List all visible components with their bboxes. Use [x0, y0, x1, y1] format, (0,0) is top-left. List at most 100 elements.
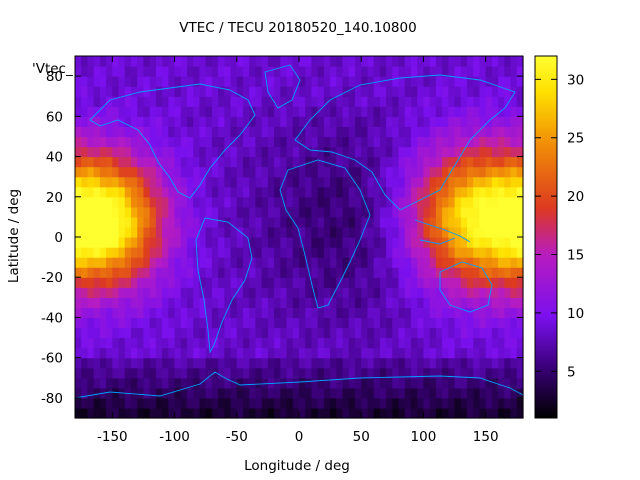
- heatmap-cell: [118, 86, 126, 97]
- heatmap-cell: [479, 96, 487, 107]
- heatmap-cell: [404, 106, 412, 117]
- heatmap-cell: [236, 317, 244, 329]
- heatmap-cell: [305, 166, 313, 178]
- heatmap-cell: [174, 277, 182, 288]
- heatmap-cell: [224, 86, 232, 97]
- heatmap-cell: [299, 186, 306, 198]
- heatmap-cell: [187, 56, 194, 67]
- heatmap-cell: [106, 257, 113, 268]
- heatmap-cell: [485, 297, 493, 308]
- heatmap-cell: [299, 106, 306, 117]
- heatmap-cell: [249, 226, 257, 238]
- heatmap-cell: [106, 206, 113, 218]
- heatmap-cell: [124, 287, 132, 298]
- heatmap-cell: [411, 387, 418, 399]
- heatmap-cell: [286, 267, 294, 278]
- heatmap-cell: [423, 317, 431, 329]
- heatmap-cell: [199, 166, 207, 178]
- heatmap-cell: [379, 86, 387, 97]
- heatmap-cell: [75, 257, 82, 268]
- heatmap-cell: [305, 297, 313, 308]
- heatmap-cell: [75, 377, 82, 389]
- heatmap-cell: [348, 196, 356, 208]
- heatmap-cell: [187, 116, 194, 127]
- heatmap-cell: [180, 257, 188, 268]
- heatmap-cell: [491, 196, 499, 208]
- heatmap-cell: [168, 216, 176, 228]
- heatmap-cell: [348, 136, 356, 148]
- heatmap-cell: [243, 347, 250, 359]
- heatmap-cell: [286, 257, 294, 268]
- heatmap-cell: [218, 196, 225, 208]
- heatmap-cell: [131, 126, 138, 138]
- heatmap-cell: [162, 387, 169, 399]
- heatmap-cell: [473, 297, 481, 308]
- heatmap-cell: [423, 247, 431, 258]
- heatmap-cell: [367, 317, 375, 329]
- heatmap-cell: [292, 186, 300, 198]
- heatmap-cell: [106, 136, 113, 148]
- heatmap-cell: [205, 317, 213, 329]
- heatmap-cell: [112, 176, 120, 188]
- heatmap-cell: [423, 146, 431, 158]
- heatmap-cell: [292, 287, 300, 298]
- heatmap-cell: [367, 116, 375, 127]
- heatmap-cell: [454, 186, 462, 198]
- heatmap-cell: [367, 156, 375, 168]
- heatmap-cell: [106, 267, 113, 278]
- heatmap-cell: [404, 267, 412, 278]
- heatmap-cell: [224, 347, 232, 359]
- heatmap-cell: [112, 287, 120, 298]
- heatmap-cell: [342, 237, 350, 248]
- heatmap-cell: [143, 287, 151, 298]
- heatmap-cell: [473, 347, 481, 359]
- heatmap-cell: [81, 186, 89, 198]
- heatmap-cell: [162, 76, 169, 87]
- heatmap-cell: [367, 226, 375, 238]
- heatmap-cell: [99, 287, 107, 298]
- heatmap-cell: [292, 257, 300, 268]
- heatmap-cell: [317, 106, 325, 117]
- heatmap-cell: [516, 76, 524, 87]
- heatmap-cell: [143, 387, 151, 399]
- heatmap-cell: [454, 397, 462, 409]
- heatmap-cell: [236, 136, 244, 148]
- heatmap-cell: [131, 106, 138, 117]
- heatmap-cell: [467, 397, 474, 409]
- heatmap-cell: [404, 146, 412, 158]
- heatmap-cell: [280, 186, 288, 198]
- heatmap-cell: [118, 146, 126, 158]
- heatmap-cell: [516, 267, 524, 278]
- heatmap-cell: [87, 387, 95, 399]
- heatmap-cell: [454, 146, 462, 158]
- heatmap-cell: [467, 156, 474, 168]
- heatmap-cell: [168, 176, 176, 188]
- heatmap-cell: [230, 387, 238, 399]
- heatmap-cell: [267, 317, 275, 329]
- heatmap-cell: [498, 357, 505, 369]
- heatmap-cell: [473, 96, 481, 107]
- heatmap-cell: [504, 146, 512, 158]
- heatmap-cell: [87, 287, 95, 298]
- heatmap-cell: [348, 297, 356, 308]
- heatmap-cell: [460, 387, 468, 399]
- heatmap-cell: [355, 357, 362, 369]
- heatmap-cell: [361, 387, 369, 399]
- heatmap-cell: [93, 226, 101, 238]
- heatmap-cell: [87, 86, 95, 97]
- heatmap-cell: [87, 397, 95, 409]
- heatmap-cell: [292, 357, 300, 369]
- heatmap-cell: [174, 377, 182, 389]
- heatmap-cell: [243, 136, 250, 148]
- heatmap-cell: [379, 66, 387, 77]
- heatmap-cell: [373, 307, 381, 319]
- heatmap-cell: [243, 96, 250, 107]
- heatmap-cell: [392, 297, 400, 308]
- y-tick-label: 60: [46, 109, 63, 125]
- heatmap-cell: [199, 136, 207, 148]
- heatmap-cell: [342, 257, 350, 268]
- heatmap-cell: [174, 387, 182, 399]
- heatmap-cell: [168, 156, 176, 168]
- heatmap-cell: [211, 146, 219, 158]
- heatmap-cell: [435, 337, 443, 349]
